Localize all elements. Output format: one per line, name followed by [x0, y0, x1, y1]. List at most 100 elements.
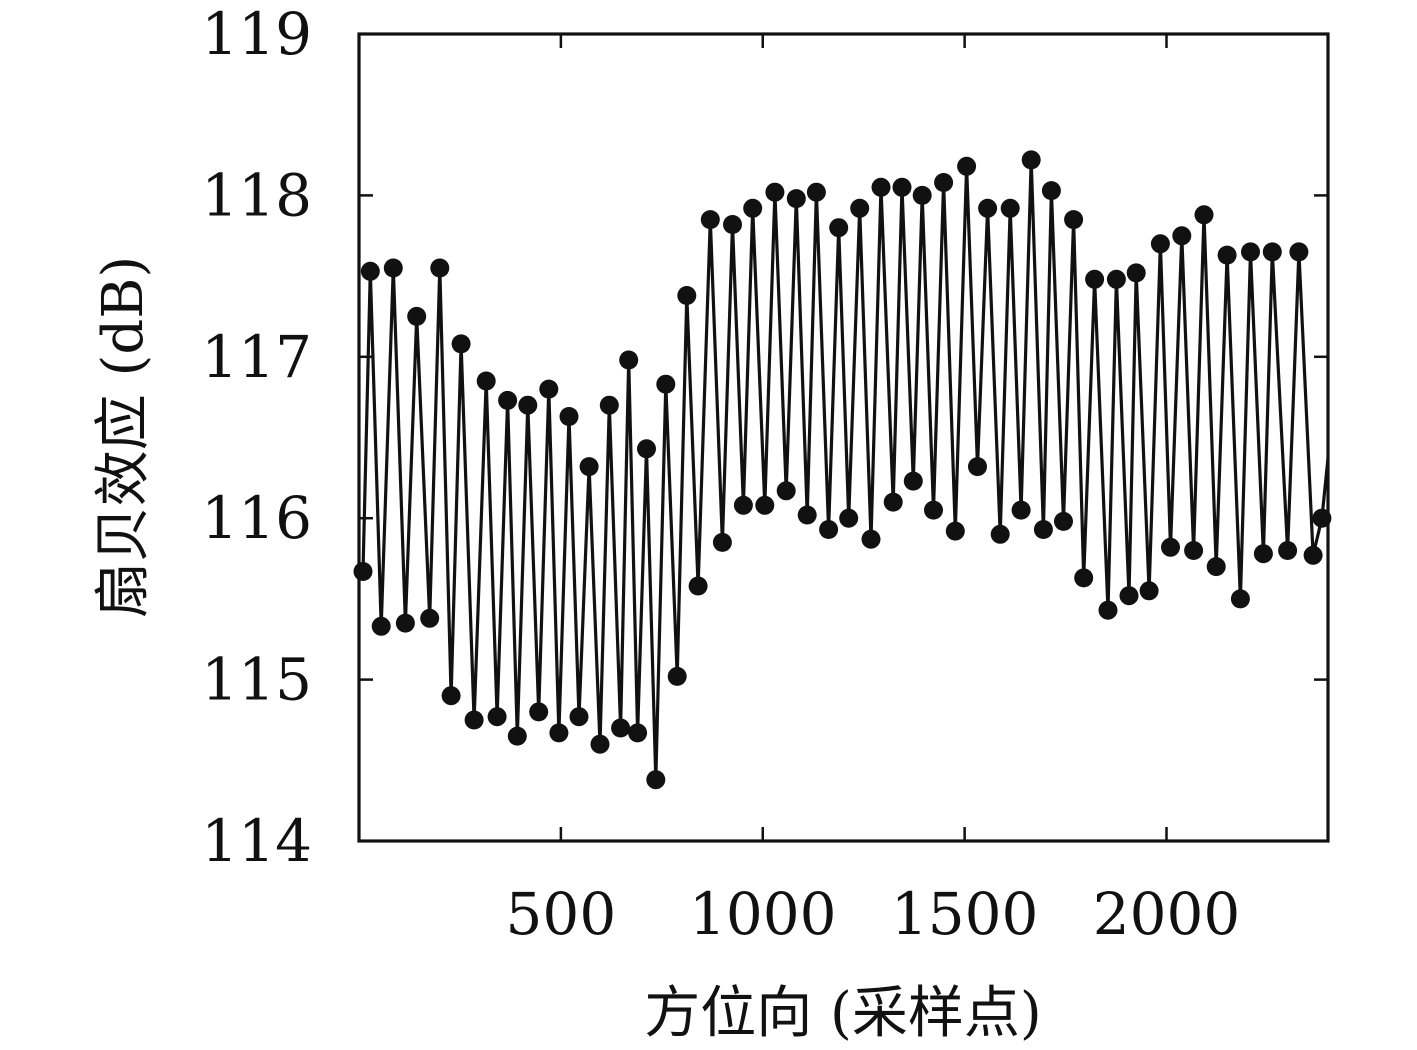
- data-point: [1241, 242, 1260, 262]
- data-point: [871, 177, 891, 197]
- data-point: [628, 723, 648, 743]
- data-point: [619, 350, 639, 370]
- data-point: [371, 616, 391, 636]
- data-point: [1253, 544, 1273, 564]
- y-ticks: 114 115 116 117 118 119: [201, 0, 1328, 875]
- data-point: [1085, 269, 1105, 289]
- data-point: [1303, 545, 1323, 565]
- data-point: [1217, 245, 1237, 265]
- data-point: [829, 218, 849, 238]
- data-point: [755, 495, 775, 515]
- x-tick-label: 500: [506, 880, 617, 948]
- data-point: [395, 613, 415, 633]
- data-point: [1206, 557, 1226, 577]
- data-point: [776, 481, 796, 501]
- data-point: [1000, 198, 1020, 218]
- data-point: [590, 734, 610, 754]
- data-point: [353, 562, 373, 581]
- data-point: [968, 457, 987, 477]
- data-point: [850, 198, 870, 218]
- data-point: [599, 395, 619, 415]
- data-point: [656, 374, 676, 394]
- x-axis-title: 方位向 (采样点): [644, 981, 1042, 1046]
- data-point: [476, 371, 496, 391]
- data-point: [430, 258, 450, 278]
- data-point: [892, 177, 912, 197]
- data-point: [1021, 150, 1041, 170]
- data-point: [646, 770, 666, 790]
- data-point: [487, 707, 507, 727]
- data-point: [1054, 511, 1073, 531]
- y-axis-title: 扇贝效应 (dB): [91, 256, 156, 619]
- data-point: [688, 576, 708, 596]
- data-point: [498, 390, 518, 410]
- data-point: [1289, 242, 1309, 262]
- data-point: [1161, 537, 1180, 557]
- data-point: [569, 707, 589, 727]
- data-point: [1194, 205, 1214, 225]
- data-point: [451, 334, 471, 354]
- data-point: [539, 379, 559, 399]
- data-point: [383, 258, 403, 278]
- data-point: [806, 182, 826, 202]
- data-point: [1278, 541, 1298, 560]
- data-point: [420, 608, 440, 628]
- data-point: [945, 521, 965, 541]
- plot-frame: [357, 32, 1330, 843]
- data-point: [441, 686, 461, 706]
- data-point: [529, 702, 549, 722]
- data-point: [464, 710, 484, 730]
- x-tick-label: 1500: [891, 880, 1039, 948]
- data-point: [934, 173, 954, 192]
- data-point: [360, 261, 380, 281]
- data-point: [667, 666, 687, 686]
- y-tick-label: 119: [201, 0, 312, 68]
- y-tick-label: 116: [201, 484, 312, 552]
- data-point: [903, 471, 923, 491]
- axes: [357, 32, 1330, 843]
- data-point: [1262, 242, 1282, 262]
- data-point: [861, 529, 881, 549]
- data-point: [407, 306, 427, 326]
- data-point: [549, 723, 569, 743]
- data-point: [1033, 520, 1053, 539]
- data-point: [1098, 600, 1118, 620]
- data-point: [611, 718, 631, 738]
- data-point: [700, 210, 720, 230]
- data-point: [883, 492, 903, 512]
- data-point: [1172, 226, 1192, 246]
- data-point: [839, 508, 859, 528]
- data-point: [518, 395, 538, 415]
- data-point: [978, 198, 998, 218]
- data-point: [1074, 568, 1094, 588]
- data-point: [924, 500, 943, 520]
- data-point: [819, 520, 839, 539]
- x-tick-label: 2000: [1093, 880, 1241, 948]
- data-point: [1011, 500, 1031, 520]
- data-point: [797, 505, 817, 525]
- data-point: [637, 439, 656, 459]
- data-point: [990, 524, 1010, 544]
- data-markers: [353, 150, 1332, 790]
- y-tick-label: 114: [201, 807, 312, 875]
- data-point: [712, 532, 732, 552]
- y-tick-label: 118: [201, 161, 312, 229]
- data-point: [1230, 589, 1250, 609]
- series-line: [361, 158, 1330, 782]
- data-point: [1119, 586, 1139, 606]
- data-point: [912, 185, 932, 205]
- data-point: [1150, 234, 1170, 254]
- data-point: [1184, 541, 1204, 560]
- data-point: [1139, 581, 1159, 601]
- data-point: [559, 407, 579, 426]
- data-point: [957, 156, 977, 176]
- y-tick-label: 117: [201, 323, 312, 391]
- data-point: [733, 495, 753, 515]
- data-point: [579, 457, 599, 477]
- data-point: [765, 182, 785, 202]
- x-ticks: 500 1000 1500 2000: [506, 34, 1241, 948]
- data-point: [507, 726, 527, 746]
- data-point: [1106, 269, 1126, 289]
- data-point: [1041, 181, 1061, 201]
